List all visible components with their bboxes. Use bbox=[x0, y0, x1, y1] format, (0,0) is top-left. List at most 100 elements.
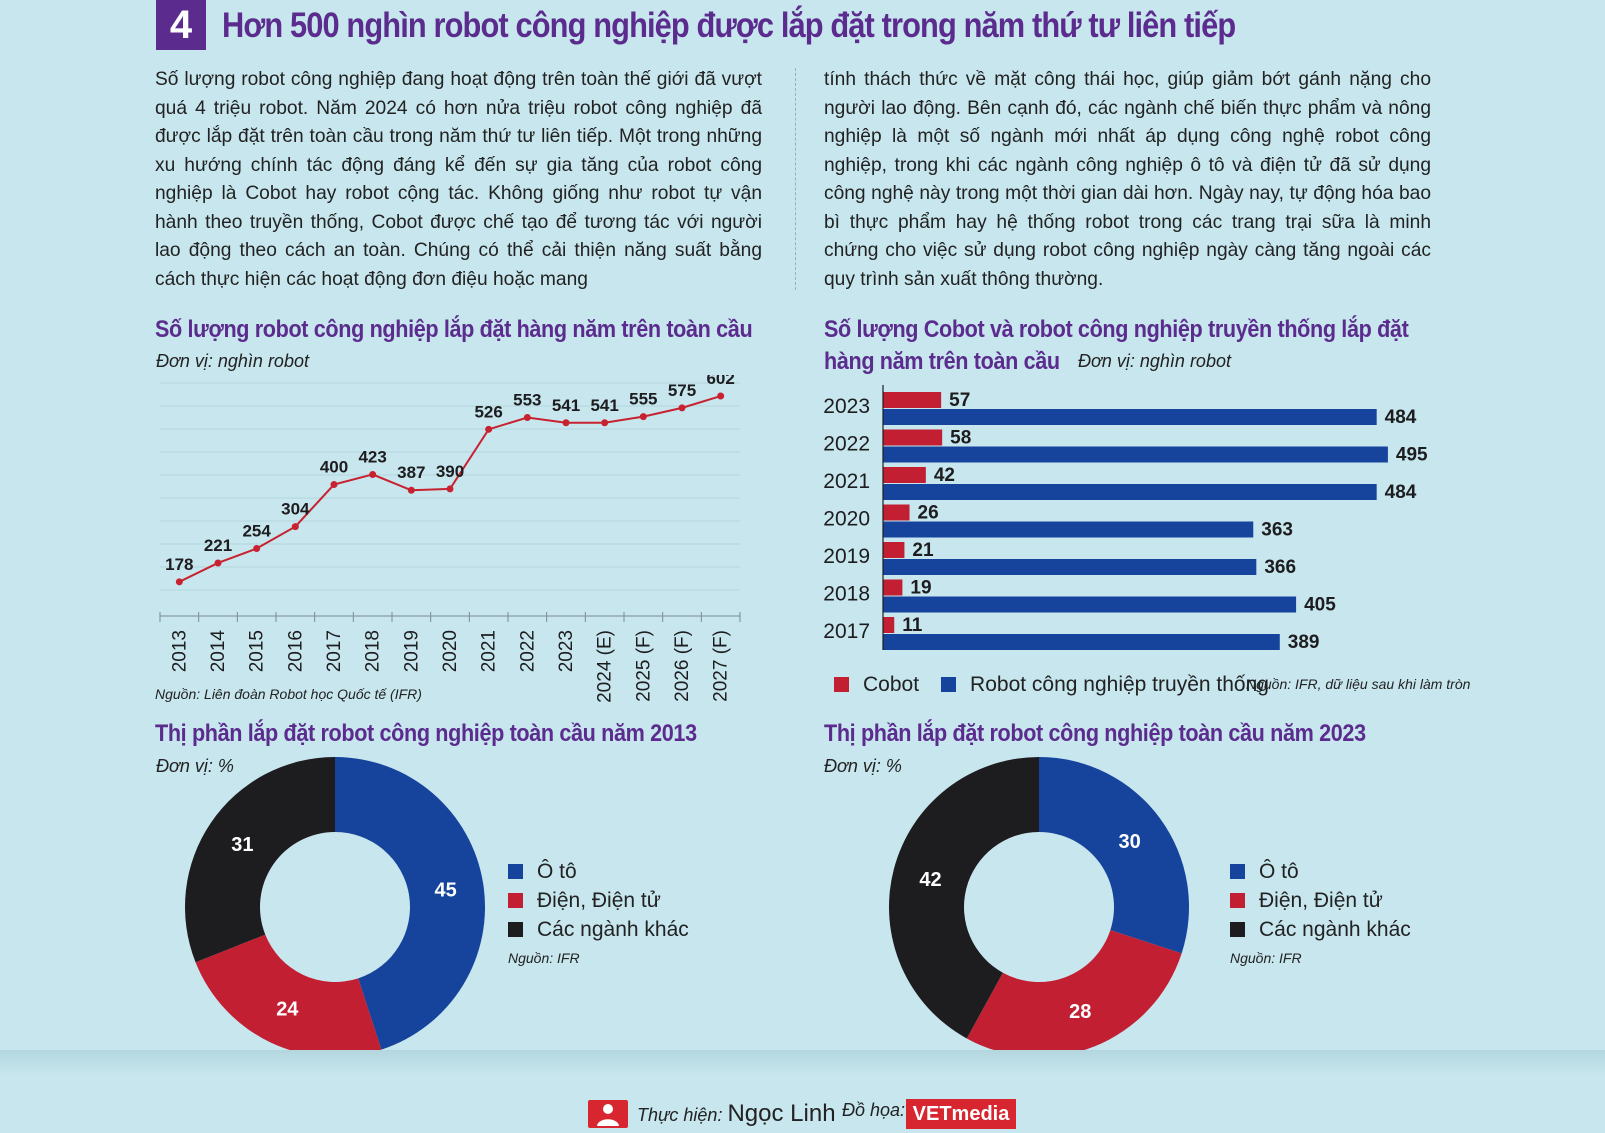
made-by-label: Thực hiện: bbox=[637, 1105, 723, 1125]
category-label: 2018 bbox=[823, 583, 870, 606]
x-tick-label: 2018 bbox=[363, 630, 384, 672]
bar-value-label: 405 bbox=[1304, 595, 1336, 616]
bar bbox=[883, 579, 903, 596]
data-label: 541 bbox=[552, 396, 580, 415]
bar-value-label: 42 bbox=[934, 465, 955, 486]
legend-swatch-red bbox=[834, 677, 849, 692]
bar bbox=[883, 484, 1377, 500]
bar bbox=[883, 409, 1377, 425]
made-by-name: Ngọc Linh bbox=[727, 1100, 836, 1127]
legend-label: Điện, Điện tử bbox=[1259, 888, 1383, 912]
graphics-label: Đồ họa: bbox=[842, 1100, 906, 1120]
data-point bbox=[214, 559, 222, 567]
data-label: 541 bbox=[590, 396, 618, 415]
data-label: 526 bbox=[474, 402, 502, 421]
x-tick-label: 2022 bbox=[517, 630, 538, 672]
bar bbox=[883, 504, 910, 521]
pie-2013-legend: Ô tô Điện, Điện tử Các ngành khác bbox=[508, 857, 689, 944]
data-point bbox=[330, 481, 338, 489]
legend-other: Các ngành khác bbox=[1230, 915, 1411, 944]
data-label: 553 bbox=[513, 391, 541, 410]
bar-chart-unit: Đơn vị: nghìn robot bbox=[1078, 351, 1231, 371]
line-chart: 178 2013 221 2014 254 2015 304 2016 400 2017 423 20… bbox=[159, 375, 741, 703]
x-tick-label: 2015 bbox=[247, 630, 268, 672]
line-chart-source: Nguồn: Liên đoàn Robot học Quốc tế (IFR) bbox=[155, 686, 422, 702]
bar-value-label: 26 bbox=[918, 503, 939, 524]
data-label: 555 bbox=[629, 390, 657, 409]
bar-value-label: 484 bbox=[1385, 482, 1417, 503]
bar bbox=[883, 634, 1280, 650]
bar bbox=[883, 542, 905, 558]
pie-2013-title: Thị phần lắp đặt robot công nghiệp toàn … bbox=[155, 720, 697, 747]
data-label: 387 bbox=[397, 463, 425, 482]
legend-swatch-blue bbox=[941, 677, 957, 692]
slice-value-label: 42 bbox=[919, 869, 941, 891]
category-label: 2022 bbox=[823, 433, 870, 456]
x-tick-label: 2017 bbox=[324, 630, 345, 672]
category-label: 2023 bbox=[823, 395, 870, 418]
data-label: 602 bbox=[706, 375, 734, 388]
pie-2013-source: Nguồn: IFR bbox=[508, 950, 580, 966]
bar bbox=[883, 559, 1257, 575]
x-tick-label: 2016 bbox=[285, 630, 306, 672]
slice-value-label: 30 bbox=[1118, 831, 1140, 853]
data-point bbox=[291, 523, 299, 531]
pie-slice bbox=[888, 757, 1039, 1039]
bar-chart: 2023 57 484 2022 58 495 2021 42 484 2020 26 363 2019… bbox=[823, 385, 1428, 653]
x-tick-label: 2020 bbox=[440, 630, 461, 672]
legend-label: Điện, Điện tử bbox=[537, 888, 661, 912]
data-point bbox=[717, 392, 725, 400]
pie-chart-2013: 45 24 31 bbox=[184, 757, 486, 1057]
bar bbox=[883, 429, 943, 446]
legend-other: Các ngành khác bbox=[508, 915, 689, 944]
data-label: 423 bbox=[358, 447, 386, 466]
category-label: 2020 bbox=[823, 508, 870, 531]
line-chart-unit: Đơn vị: nghìn robot bbox=[156, 351, 309, 371]
data-point bbox=[253, 545, 261, 553]
legend-electronics: Điện, Điện tử bbox=[1230, 886, 1411, 915]
legend-label: Các ngành khác bbox=[537, 917, 689, 941]
data-label: 390 bbox=[436, 462, 464, 481]
bar-value-label: 363 bbox=[1261, 520, 1293, 541]
pie-slice bbox=[195, 934, 382, 1057]
data-point bbox=[175, 578, 183, 586]
legend-cobot: Cobot bbox=[834, 670, 919, 699]
data-point bbox=[678, 404, 686, 412]
data-point bbox=[523, 414, 531, 422]
vetmedia-logo: VETmedia bbox=[906, 1099, 1016, 1129]
slice-value-label: 45 bbox=[434, 879, 456, 901]
pie-slice bbox=[1039, 757, 1189, 954]
footer-band bbox=[0, 1050, 1605, 1133]
bar-value-label: 57 bbox=[949, 390, 970, 411]
pie-2023-source: Nguồn: IFR bbox=[1230, 950, 1302, 966]
x-tick-label: 2025 (F) bbox=[633, 630, 654, 702]
x-tick-label: 2013 bbox=[169, 630, 190, 672]
pie-chart-2023: 30 28 42 bbox=[888, 757, 1189, 1057]
intro-left-paragraph: Số lượng robot công nghiệp đang hoạt độn… bbox=[155, 69, 762, 290]
pie-slice bbox=[335, 757, 486, 1050]
data-point bbox=[485, 425, 493, 433]
section-number: 4 bbox=[156, 0, 206, 50]
line-chart-title: Số lượng robot công nghiệp lắp đặt hàng … bbox=[155, 316, 753, 343]
bar-value-label: 484 bbox=[1385, 407, 1417, 428]
page-title: Hơn 500 nghìn robot công nghiệp được lắp… bbox=[222, 6, 1236, 45]
legend-label: Ô tô bbox=[537, 859, 577, 883]
data-label: 178 bbox=[165, 555, 193, 574]
legend-swatch-red bbox=[508, 893, 523, 908]
legend-label: Ô tô bbox=[1259, 859, 1299, 883]
pie-slice bbox=[966, 930, 1182, 1057]
pie-2023-legend: Ô tô Điện, Điện tử Các ngành khác bbox=[1230, 857, 1411, 944]
bar-chart-source: Nguồn: IFR, dữ liệu sau khi làm tròn bbox=[1246, 676, 1471, 692]
author-icon bbox=[588, 1100, 628, 1128]
data-label: 221 bbox=[204, 536, 232, 555]
pie-slice bbox=[184, 757, 335, 963]
data-point bbox=[407, 486, 415, 494]
column-divider bbox=[795, 68, 796, 290]
legend-swatch-blue bbox=[1230, 864, 1245, 879]
x-tick-label: 2019 bbox=[401, 630, 422, 672]
bar bbox=[883, 617, 895, 633]
slice-value-label: 24 bbox=[276, 998, 299, 1020]
bar-chart-title-line2: hàng năm trên toàn cầu bbox=[824, 348, 1060, 375]
pie-2023-title: Thị phần lắp đặt robot công nghiệp toàn … bbox=[824, 720, 1366, 747]
data-label: 575 bbox=[668, 381, 696, 400]
